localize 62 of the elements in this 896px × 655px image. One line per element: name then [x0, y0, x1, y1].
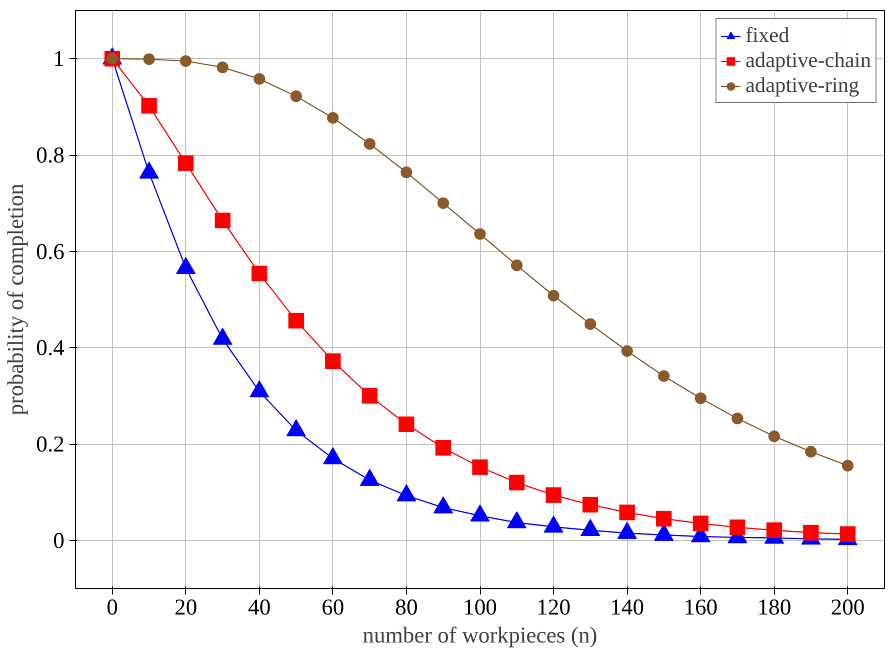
y-tick-label: 0.8 — [36, 142, 65, 168]
point — [803, 524, 819, 540]
point — [658, 370, 670, 382]
point — [510, 260, 523, 272]
point — [768, 430, 780, 442]
point — [840, 526, 856, 542]
x-axis-title: number of workpieces (n) — [362, 622, 598, 648]
point — [546, 487, 562, 503]
x-tick-label: 180 — [757, 594, 792, 620]
y-axis-title: probability of completion — [3, 184, 28, 416]
y-tick-label: 0.6 — [36, 238, 65, 264]
y-tick-label: 1 — [53, 46, 64, 72]
point — [805, 446, 817, 458]
x-tick-label: 200 — [830, 594, 865, 620]
y-tick-label: 0 — [53, 528, 64, 553]
x-tick-label: 140 — [610, 594, 644, 620]
point — [288, 312, 304, 328]
x-tick-label: 20 — [174, 594, 198, 620]
point — [364, 138, 376, 150]
x-tick-label: 40 — [248, 594, 271, 620]
point — [732, 412, 744, 424]
x-tick-label: 80 — [395, 594, 418, 620]
point — [656, 510, 672, 526]
point — [400, 166, 412, 178]
point — [141, 98, 157, 114]
point — [730, 520, 746, 536]
y-tick-label: 0.2 — [36, 432, 65, 456]
point — [435, 440, 452, 456]
y-tick-label: 0.4 — [36, 335, 65, 360]
point — [472, 459, 488, 475]
legend-label: fixed — [745, 23, 790, 48]
point — [290, 90, 302, 102]
point — [327, 112, 339, 124]
x-tick-label: 120 — [536, 594, 571, 620]
point — [362, 388, 378, 404]
point — [437, 197, 450, 209]
legend-label: adaptive-chain — [745, 48, 871, 73]
point — [178, 155, 194, 171]
point — [474, 228, 486, 240]
point — [398, 416, 414, 432]
point — [842, 460, 854, 472]
point — [766, 522, 782, 538]
x-tick-label: 60 — [322, 594, 344, 620]
point — [694, 392, 706, 404]
point — [582, 496, 598, 512]
point — [214, 212, 230, 228]
legend-label: adaptive-ring — [745, 73, 860, 98]
point — [325, 353, 341, 369]
point — [252, 266, 268, 282]
point — [548, 290, 560, 302]
x-tick-label: 0 — [106, 594, 118, 620]
point — [584, 318, 596, 330]
x-tick-label: 100 — [463, 594, 497, 620]
point — [143, 53, 155, 65]
point — [619, 504, 635, 520]
point — [180, 55, 192, 67]
point — [216, 62, 228, 74]
point — [621, 345, 633, 357]
point — [692, 516, 708, 532]
point — [254, 73, 266, 85]
point — [508, 474, 525, 490]
x-tick-label: 160 — [684, 594, 718, 620]
